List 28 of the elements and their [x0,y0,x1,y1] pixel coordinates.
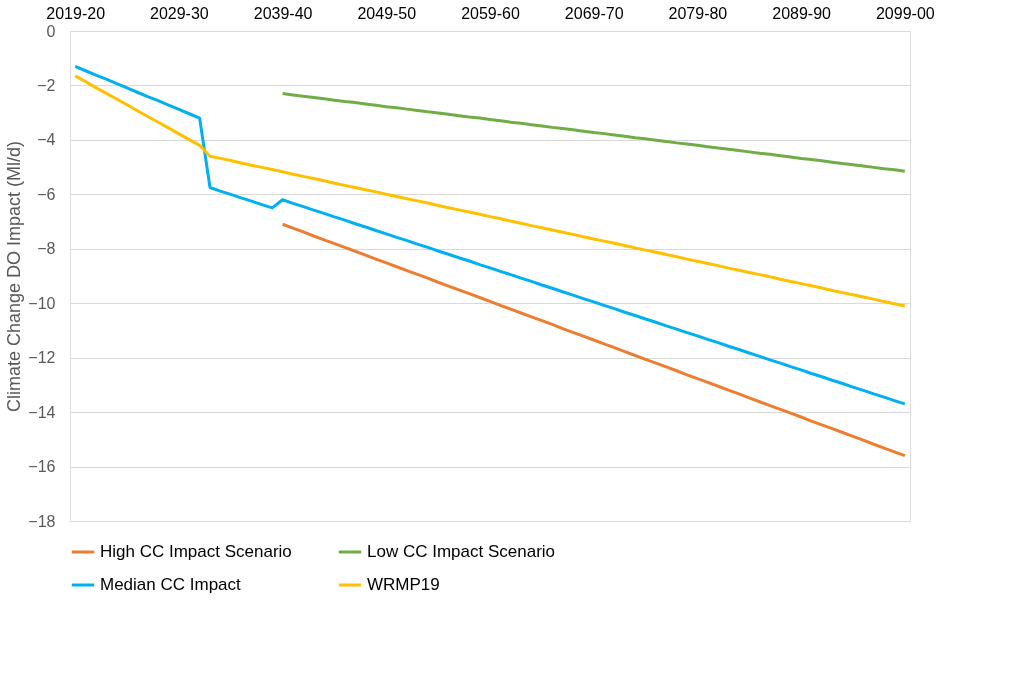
x-tick-label: 2019-20 [46,4,106,22]
legend-label: Low CC Impact Scenario [367,542,556,561]
line-series [281,222,907,458]
y-tick-label: 0 [46,22,56,40]
y-tick-label: −10 [28,294,56,312]
x-tick-label: 2029-30 [150,4,209,22]
x-tick-label: 2039-40 [253,4,313,22]
line-series [73,64,907,406]
y-tick-label: −6 [37,185,56,203]
y-tick-label: −18 [28,512,56,530]
x-tick-label: 2079-80 [668,4,728,22]
line-series [73,74,907,308]
y-tick-label: −12 [28,349,56,367]
x-tick-label: 2069-70 [564,4,624,22]
y-tick-label: −4 [37,131,56,149]
y-tick-label: −16 [28,458,56,476]
legend-label: High CC Impact Scenario [100,542,292,561]
y-tick-label: −8 [37,240,56,258]
y-axis-title: Climate Change DO Impact (Ml/d) [4,140,25,413]
y-tick-label: −2 [37,76,56,94]
line-series [281,92,907,173]
x-tick-label: 2049-50 [357,4,417,22]
y-tick-label: −14 [28,403,56,421]
legend-label: WRMP19 [367,575,440,594]
x-tick-label: 2099-00 [875,4,935,22]
x-tick-label: 2089-90 [772,4,832,22]
legend-label: Median CC Impact [100,575,242,594]
x-tick-label: 2059-60 [461,4,520,22]
